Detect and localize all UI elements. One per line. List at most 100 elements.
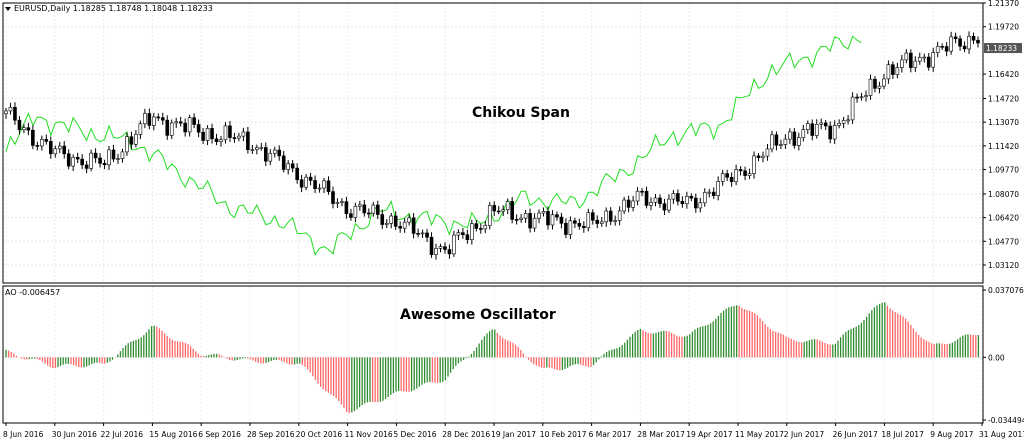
candle-body: [944, 46, 949, 52]
candle-body: [559, 216, 564, 224]
candle-body: [447, 249, 452, 255]
candle-body: [788, 131, 792, 140]
candle-body: [196, 124, 201, 133]
time-tick-label: 11 Nov 2016: [345, 430, 393, 439]
price-tick-label: 1.19720: [988, 23, 1019, 32]
candle-body: [425, 232, 429, 238]
candle-body: [40, 139, 44, 147]
candle-body: [909, 52, 913, 68]
time-tick-label: 5 Dec 2016: [393, 430, 436, 439]
candle-body: [882, 78, 886, 87]
candle-body: [308, 176, 313, 181]
candle-body: [272, 149, 277, 154]
ao-tick-label: -0.034494: [988, 416, 1024, 425]
candle-body: [729, 176, 734, 183]
candle-body: [380, 214, 385, 225]
candle-body: [546, 211, 550, 226]
candle-body: [160, 117, 165, 121]
candle-body: [384, 223, 389, 225]
candle-body: [281, 155, 286, 170]
candle-body: [541, 211, 546, 214]
candle-body: [362, 204, 367, 214]
candle-body: [17, 119, 22, 131]
price-tick-label: 1.14720: [988, 94, 1019, 103]
candle-body: [353, 205, 358, 218]
candle-body: [223, 125, 228, 141]
candle-body: [205, 128, 210, 141]
candle-body: [855, 96, 859, 99]
candle-body: [407, 217, 411, 223]
candle-body: [877, 85, 882, 89]
candle-body: [340, 201, 344, 203]
price-tick-label: 1.09770: [988, 166, 1019, 175]
candle-body: [514, 219, 519, 221]
candle-body: [313, 180, 317, 190]
candle-body: [837, 122, 841, 126]
time-tick-label: 26 Jun 2017: [833, 430, 878, 439]
candle-body: [931, 52, 936, 68]
price-tick-label: 1.11420: [988, 142, 1019, 151]
time-tick-label: 19 Apr 2017: [686, 430, 733, 439]
candle-body: [662, 203, 667, 211]
candle-body: [492, 205, 497, 212]
price-tick-label: 1.21370: [988, 0, 1019, 8]
time-tick-label: 31 Aug 2017: [979, 430, 1024, 439]
candle-body: [590, 212, 595, 221]
candle-body: [53, 148, 58, 155]
candle-body: [349, 213, 353, 218]
candle-body: [519, 217, 523, 220]
candle-body: [4, 110, 8, 115]
candle-body: [532, 217, 537, 229]
candle-body: [411, 217, 416, 234]
time-tick-label: 2 Jun 2017: [784, 430, 825, 439]
chikou-span-line: [5, 35, 862, 256]
candle-body: [241, 131, 246, 137]
candle-body: [152, 116, 156, 126]
candle-body: [35, 145, 40, 147]
candle-body: [604, 210, 609, 223]
current-price-label: 1.18233: [986, 44, 1017, 53]
candle-body: [626, 199, 631, 208]
candle-body: [277, 149, 282, 157]
chikou-span-annotation: Chikou Span: [472, 105, 570, 121]
candle-body: [671, 193, 676, 200]
candle-body: [192, 117, 196, 125]
candle-body: [129, 136, 134, 145]
ao-axis: 0.037076 0.00 -0.034494: [983, 286, 1024, 425]
candle-body: [232, 137, 237, 139]
candle-body: [317, 187, 322, 190]
candle-body: [658, 197, 662, 205]
candle-body: [465, 234, 470, 240]
candle-body: [917, 57, 922, 62]
candle-body: [900, 59, 904, 68]
candle-body: [685, 195, 689, 205]
time-tick-label: 28 Dec 2016: [442, 430, 490, 439]
candle-body: [31, 129, 35, 146]
candle-body: [156, 116, 161, 119]
candle-body: [201, 131, 205, 141]
candle-body: [577, 222, 582, 227]
candle-body: [102, 163, 107, 166]
candle-body: [219, 139, 223, 142]
candle-body: [13, 106, 17, 121]
time-tick-label: 30 Jun 2016: [52, 430, 97, 439]
ao-panel-frame: [2, 285, 984, 424]
candle-body: [174, 121, 179, 124]
candle-body: [640, 190, 644, 193]
candle-body: [505, 201, 510, 211]
candle-body: [608, 210, 613, 222]
time-tick-label: 22 Jul 2016: [101, 430, 144, 439]
candle-body: [537, 212, 541, 219]
candle-body: [246, 131, 250, 150]
candle-body: [613, 220, 617, 222]
symbol-dropdown-icon[interactable]: [5, 7, 11, 11]
candle-body: [501, 209, 505, 212]
candle-body: [573, 220, 577, 224]
candle-body: [452, 234, 456, 255]
price-tick-label: 1.16420: [988, 70, 1019, 79]
price-tick-label: 1.04770: [988, 237, 1019, 246]
candle-body: [416, 233, 420, 235]
candle-body: [823, 122, 828, 127]
candle-body: [335, 202, 340, 204]
